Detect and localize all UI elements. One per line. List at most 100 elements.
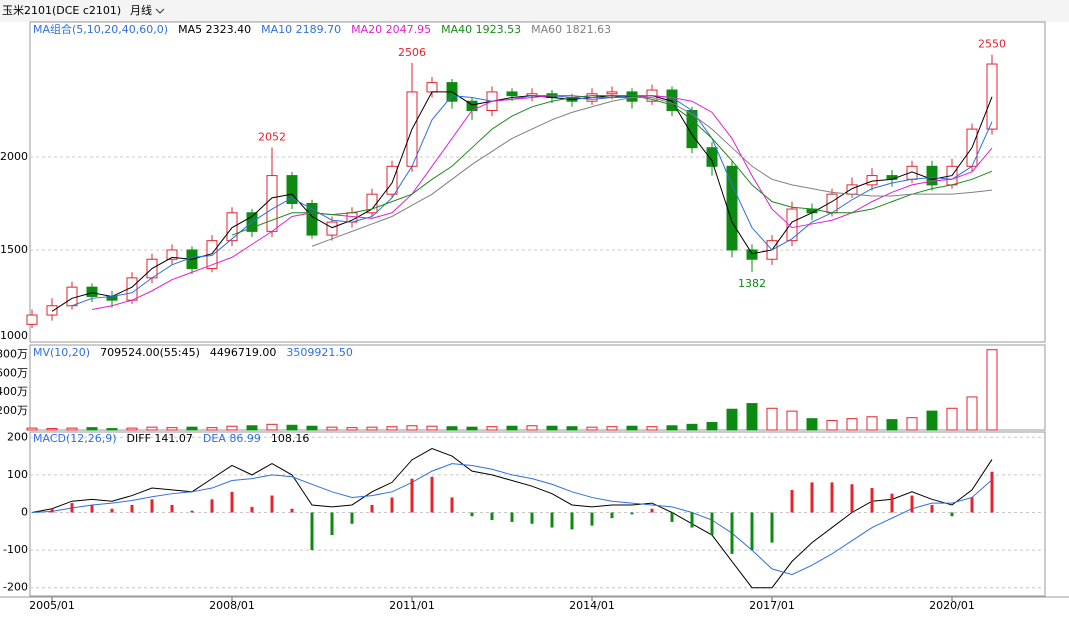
volume-bar [286, 424, 298, 431]
candle-body [386, 165, 398, 195]
candle-body [606, 91, 618, 95]
y-tick-label: 200 [7, 430, 28, 443]
y-tick-label: 100 [7, 468, 28, 481]
volume-bar [66, 427, 78, 431]
candle-body [426, 82, 438, 93]
price-annotation: 1382 [738, 277, 766, 290]
volume-bar [806, 418, 818, 431]
candle-body [166, 249, 178, 260]
volume-bar [766, 407, 778, 431]
volume-bar [666, 425, 678, 431]
legend-item: MA10 2189.70 [261, 23, 341, 36]
ma-line [231, 95, 993, 236]
legend-title: MACD(12,26,9) [33, 432, 117, 445]
volume-bar [626, 425, 638, 431]
y-tick-label: 2000 [0, 150, 28, 163]
volume-bar [386, 426, 398, 431]
volume-bar [606, 426, 618, 431]
ma-line [51, 91, 993, 312]
legend-item: MA60 1821.63 [531, 23, 611, 36]
y-tick-label: 800万 [0, 347, 28, 360]
period-selector[interactable]: 月线 [130, 3, 152, 17]
x-tick-label: 2008/01 [209, 599, 255, 612]
volume-bar [346, 427, 358, 431]
candle-body [366, 193, 378, 214]
volume-bar [426, 425, 438, 431]
legend-item: DIFF 141.07 [127, 432, 193, 445]
volume-bar [206, 427, 218, 431]
toolbar [0, 0, 1069, 22]
volume-bar [226, 425, 238, 431]
candle-body [46, 305, 58, 316]
x-tick-label: 2014/01 [569, 599, 615, 612]
volume-bar [586, 426, 598, 431]
candle-body [266, 175, 278, 232]
price-panel [29, 21, 1046, 343]
volume-bar [646, 426, 658, 431]
volume-bar [306, 425, 318, 431]
volume-bar [926, 410, 938, 431]
volume-bar [986, 349, 998, 431]
volume-bar [786, 410, 798, 431]
volume-bar [406, 425, 418, 431]
volume-bar [446, 426, 458, 431]
volume-bar [846, 418, 858, 431]
volume-bar [546, 425, 558, 431]
x-tick-label: 2005/01 [29, 599, 75, 612]
candle-body [226, 212, 238, 242]
y-tick-label: 200万 [0, 404, 28, 417]
volume-bar [566, 426, 578, 431]
volume-bar [46, 428, 58, 431]
volume-bar [726, 408, 738, 431]
volume-bar [266, 423, 278, 431]
candle-body [846, 184, 858, 195]
legend-title: MA组合(5,10,20,40,60,0) [33, 22, 168, 36]
candle-body [66, 286, 78, 307]
candle-body [986, 63, 998, 130]
legend-item: 108.16 [271, 432, 310, 445]
y-tick-label: 400万 [0, 385, 28, 398]
candle-body [706, 147, 718, 167]
volume-bar [326, 426, 338, 431]
volume-bar [146, 426, 158, 431]
candle-body [726, 165, 738, 251]
candle-body [886, 175, 898, 180]
volume-bar [166, 427, 178, 431]
legend-item: 709524.00(55:45) [100, 346, 200, 359]
volume-bar [966, 396, 978, 431]
volume-bar [186, 426, 198, 431]
volume-bar [526, 425, 538, 431]
ma-line [71, 95, 993, 307]
legend-item: 4496719.00 [210, 346, 276, 359]
y-tick-label: -200 [3, 581, 28, 594]
candle-body [326, 221, 338, 236]
volume-bar [746, 403, 758, 431]
volume-bar [86, 427, 98, 431]
y-tick-label: 0 [21, 505, 28, 518]
legend-item: DEA 86.99 [203, 432, 261, 445]
volume-bar [946, 407, 958, 431]
y-tick-label: -100 [3, 543, 28, 556]
volume-bar [366, 426, 378, 431]
legend-item: 3509921.50 [286, 346, 352, 359]
candle-body [26, 314, 38, 325]
y-tick-label: 600万 [0, 366, 28, 379]
x-tick-label: 2011/01 [389, 599, 435, 612]
price-annotation: 2506 [398, 46, 426, 59]
x-tick-label: 2020/01 [929, 599, 975, 612]
legend-title: MV(10,20) [33, 346, 90, 359]
volume-bar [686, 423, 698, 431]
dropdown-arrow[interactable] [155, 8, 165, 14]
volume-bar [706, 421, 718, 431]
y-tick-label: 1500 [0, 243, 28, 256]
volume-bar [906, 417, 918, 431]
volume-bar [26, 427, 38, 431]
y-tick-label: 1000 [0, 329, 28, 342]
volume-bar [866, 416, 878, 431]
candle-body [286, 175, 298, 204]
volume-bar [126, 427, 138, 431]
candle-body [786, 208, 798, 242]
volume-bar [466, 426, 478, 431]
ma-line [311, 96, 993, 247]
